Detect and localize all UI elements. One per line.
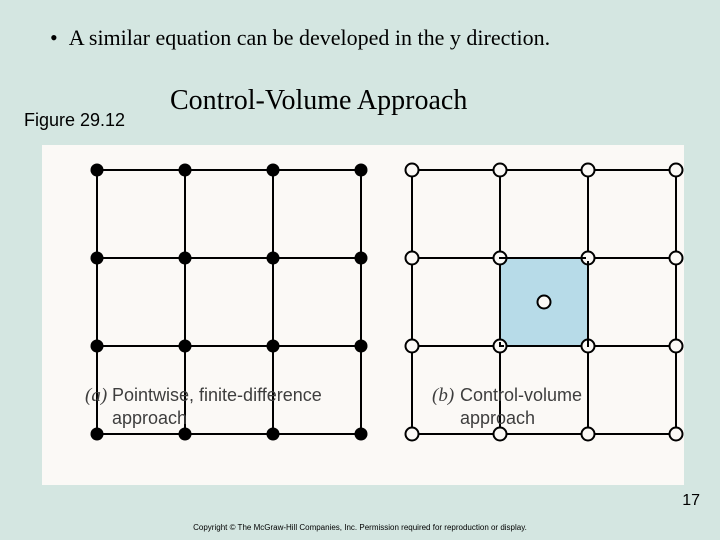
svg-text:approach: approach: [460, 408, 535, 428]
svg-text:(b): (b): [432, 385, 454, 406]
figure-panel: (a)Pointwise, finite-difference approach (…: [42, 145, 684, 485]
section-title: Control-Volume Approach: [170, 85, 467, 117]
bullet-marker: •: [50, 25, 69, 50]
svg-text:(a): (a): [85, 385, 107, 406]
figure-number-label: Figure 29.12: [24, 110, 125, 131]
svg-text:Control-volume: Control-volume: [460, 385, 582, 405]
svg-text:approach: approach: [112, 408, 187, 428]
figure-svg: (a)Pointwise, finite-difference approach (…: [42, 145, 684, 485]
bullet-text: • A similar equation can be developed in…: [50, 25, 550, 51]
copyright-line: Copyright © The McGraw-Hill Companies, I…: [0, 523, 720, 532]
bullet-content: A similar equation can be developed in t…: [69, 25, 550, 50]
svg-text:Pointwise, finite-difference: Pointwise, finite-difference: [112, 385, 322, 405]
page-number: 17: [682, 492, 700, 510]
